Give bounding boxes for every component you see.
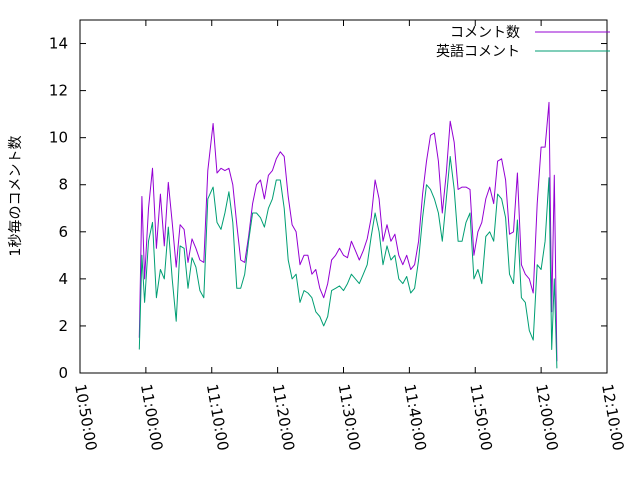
x-axis-ticks: 10:50:00 11:00:00 11:10:00 11:20:00 11:30:00… (71, 20, 627, 452)
legend-label-comment-count: コメント数 (450, 25, 520, 41)
y-tick-label: 10 (49, 129, 68, 147)
y-tick-label: 0 (58, 364, 68, 382)
series-lines (138, 101, 558, 369)
x-tick-label: 11:00:00 (137, 383, 166, 452)
y-tick-label: 6 (58, 223, 68, 241)
x-tick-label: 11:50:00 (466, 383, 495, 452)
y-tick-label: 8 (58, 176, 68, 194)
series-line-1 (138, 156, 558, 369)
y-tick-label: 4 (58, 270, 68, 288)
y-tick-label: 14 (49, 35, 68, 53)
y-axis-label: 1秒毎のコメント数 (8, 136, 24, 257)
x-tick-label: 11:40:00 (400, 383, 429, 452)
x-tick-label: 12:10:00 (598, 383, 627, 452)
x-tick-label: 12:00:00 (532, 383, 561, 452)
x-tick-label: 11:30:00 (335, 383, 364, 452)
x-tick-label: 11:10:00 (203, 383, 232, 452)
y-tick-label: 12 (49, 82, 68, 100)
y-axis-ticks: 0 2 4 6 8 10 12 14 (49, 35, 607, 382)
series-line-0 (138, 101, 558, 362)
y-tick-label: 2 (58, 317, 68, 335)
legend-label-english-comments: 英語コメント (436, 43, 520, 60)
x-tick-label: 10:50:00 (71, 383, 100, 452)
x-tick-label: 11:20:00 (269, 383, 298, 452)
legend: コメント数 英語コメント (436, 25, 610, 60)
